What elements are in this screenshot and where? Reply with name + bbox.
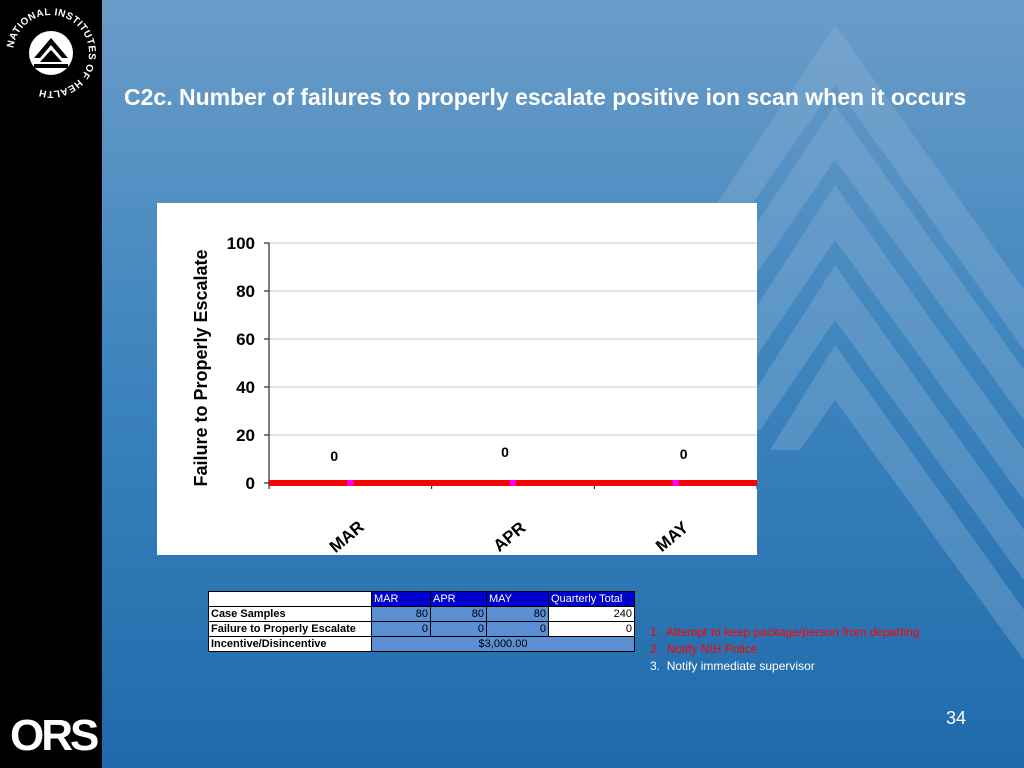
table-row: Case Samples 80 80 80 240 xyxy=(208,606,635,622)
x-tick-label: APR xyxy=(490,518,530,555)
data-label: 0 xyxy=(680,446,688,462)
table-header-mar: MAR xyxy=(371,591,431,607)
notes-list: 1. Attempt to keep package/person from d… xyxy=(650,624,920,675)
note-item: 2. Notify NIH Police xyxy=(650,641,920,658)
row-label-failure: Failure to Properly Escalate xyxy=(208,621,372,637)
note-text: Attempt to keep package/person from depa… xyxy=(666,625,920,639)
table-row: Failure to Properly Escalate 0 0 0 0 xyxy=(208,621,635,637)
data-table: MAR APR MAY Quarterly Total Case Samples… xyxy=(208,591,635,652)
cell-total: 0 xyxy=(548,621,635,637)
data-point xyxy=(510,480,516,486)
table-corner-cell xyxy=(208,591,372,607)
data-label: 0 xyxy=(501,444,509,460)
cell-value: 80 xyxy=(430,606,487,622)
table-header-apr: APR xyxy=(430,591,487,607)
data-label: 0 xyxy=(330,448,338,464)
note-number: 3. xyxy=(650,659,661,673)
note-item: 3. Notify immediate supervisor xyxy=(650,658,920,675)
data-point xyxy=(672,480,679,486)
nih-logo: NATIONAL INSTITUTES OF HEALTH xyxy=(5,7,96,99)
cell-incentive-value: $3,000.00 xyxy=(371,636,635,652)
slide-title: C2c. Number of failures to properly esca… xyxy=(124,84,967,110)
y-tick-label: 20 xyxy=(236,426,255,445)
table-header-may: MAY xyxy=(486,591,549,607)
ors-logo: ORS xyxy=(10,711,99,760)
x-tick-label: MAY xyxy=(652,517,692,555)
cell-value: 0 xyxy=(371,621,431,637)
y-tick-label: 80 xyxy=(236,282,255,301)
y-tick-label: 0 xyxy=(246,474,255,493)
row-label-incentive: Incentive/Disincentive xyxy=(208,636,372,652)
y-axis-label: Failure to Properly Escalate xyxy=(191,249,211,486)
note-text: Notify immediate supervisor xyxy=(666,659,815,673)
chart-area: 0 20 40 60 80 100 Failure to Properly Escalate… xyxy=(157,203,757,555)
note-item: 1. Attempt to keep package/person from d… xyxy=(650,624,920,641)
note-number: 2. xyxy=(650,642,661,656)
note-number: 1. xyxy=(650,625,661,639)
line-chart: 0 20 40 60 80 100 Failure to Properly Escalate… xyxy=(191,234,757,555)
table-header-total: Quarterly Total xyxy=(548,591,635,607)
left-sidebar: NATIONAL INSTITUTES OF HEALTH ORS xyxy=(0,0,102,768)
cell-total: 240 xyxy=(548,606,635,622)
table-row: Incentive/Disincentive $3,000.00 xyxy=(208,636,635,652)
y-tick-label: 60 xyxy=(236,330,255,349)
cell-value: 0 xyxy=(486,621,549,637)
page-number: 34 xyxy=(946,708,967,728)
note-text: Notify NIH Police xyxy=(666,642,758,656)
cell-value: 80 xyxy=(371,606,431,622)
y-tick-label: 40 xyxy=(236,378,255,397)
table-header-row: MAR APR MAY Quarterly Total xyxy=(208,591,635,607)
cell-value: 80 xyxy=(486,606,549,622)
y-tick-label: 100 xyxy=(227,234,255,253)
cell-value: 0 xyxy=(430,621,487,637)
x-tick-label: MAR xyxy=(326,517,368,555)
row-label-case-samples: Case Samples xyxy=(208,606,372,622)
data-point xyxy=(347,480,354,486)
